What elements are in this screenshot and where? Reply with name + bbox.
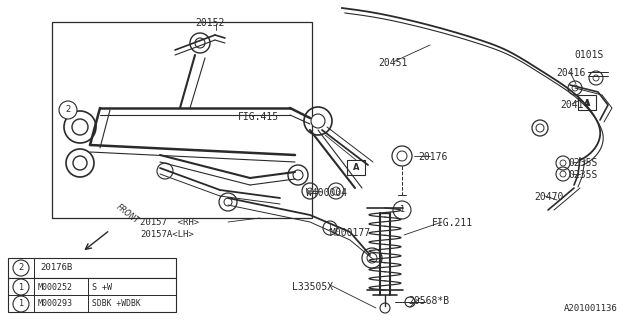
Text: 2: 2: [65, 106, 70, 115]
Bar: [52, 22, 312, 218]
Bar: [8, 258, 176, 278]
Text: A: A: [584, 99, 590, 108]
Circle shape: [405, 297, 415, 307]
Circle shape: [311, 114, 325, 128]
Text: A: A: [353, 164, 359, 172]
Circle shape: [393, 201, 411, 219]
Circle shape: [13, 260, 29, 276]
Text: 20176: 20176: [418, 152, 447, 162]
Text: 20568*B: 20568*B: [408, 296, 449, 306]
Circle shape: [332, 187, 340, 195]
Text: 1: 1: [19, 283, 24, 292]
Circle shape: [593, 75, 599, 81]
Circle shape: [589, 71, 603, 85]
Text: M000177: M000177: [330, 228, 371, 238]
Text: 20157  <RH>: 20157 <RH>: [140, 218, 199, 227]
Text: 1: 1: [399, 205, 404, 214]
Circle shape: [328, 183, 344, 199]
Text: 20470: 20470: [534, 192, 563, 202]
Circle shape: [59, 101, 77, 119]
Text: FIG.415: FIG.415: [238, 112, 279, 122]
Circle shape: [157, 163, 173, 179]
Text: 0235S: 0235S: [568, 158, 597, 168]
Circle shape: [397, 151, 407, 161]
Circle shape: [72, 119, 88, 135]
Text: 1: 1: [328, 223, 332, 233]
Text: W400004: W400004: [306, 188, 347, 198]
Text: 20152: 20152: [195, 18, 225, 28]
Text: M000293: M000293: [38, 300, 73, 308]
Text: FRONT: FRONT: [115, 203, 141, 226]
Circle shape: [560, 160, 566, 166]
Circle shape: [190, 33, 210, 53]
Text: 20451: 20451: [378, 58, 408, 68]
Text: 20414: 20414: [560, 100, 589, 110]
Text: 20416: 20416: [556, 68, 586, 78]
Text: A201001136: A201001136: [564, 304, 618, 313]
Text: 20157A<LH>: 20157A<LH>: [140, 230, 194, 239]
Circle shape: [560, 171, 566, 177]
Circle shape: [380, 303, 390, 313]
Bar: [347, 160, 365, 175]
Text: SDBK +WDBK: SDBK +WDBK: [92, 300, 141, 308]
Bar: [578, 95, 596, 110]
Text: 20176B: 20176B: [40, 263, 72, 273]
Text: 0235S: 0235S: [568, 170, 597, 180]
Text: FIG.211: FIG.211: [432, 218, 473, 228]
Text: S +W: S +W: [92, 283, 112, 292]
Circle shape: [195, 38, 205, 48]
Circle shape: [323, 221, 337, 235]
Text: 2: 2: [19, 263, 24, 273]
Circle shape: [224, 198, 232, 206]
Circle shape: [13, 279, 29, 295]
Text: M000252: M000252: [38, 283, 73, 292]
Circle shape: [307, 188, 313, 194]
Text: 0101S: 0101S: [574, 50, 604, 60]
Text: L33505X: L33505X: [292, 282, 333, 292]
Circle shape: [73, 156, 87, 170]
Bar: [8, 278, 176, 312]
Text: 1: 1: [19, 300, 24, 308]
Circle shape: [13, 296, 29, 312]
Circle shape: [367, 253, 377, 263]
Circle shape: [572, 85, 578, 91]
Circle shape: [293, 170, 303, 180]
Circle shape: [536, 124, 544, 132]
